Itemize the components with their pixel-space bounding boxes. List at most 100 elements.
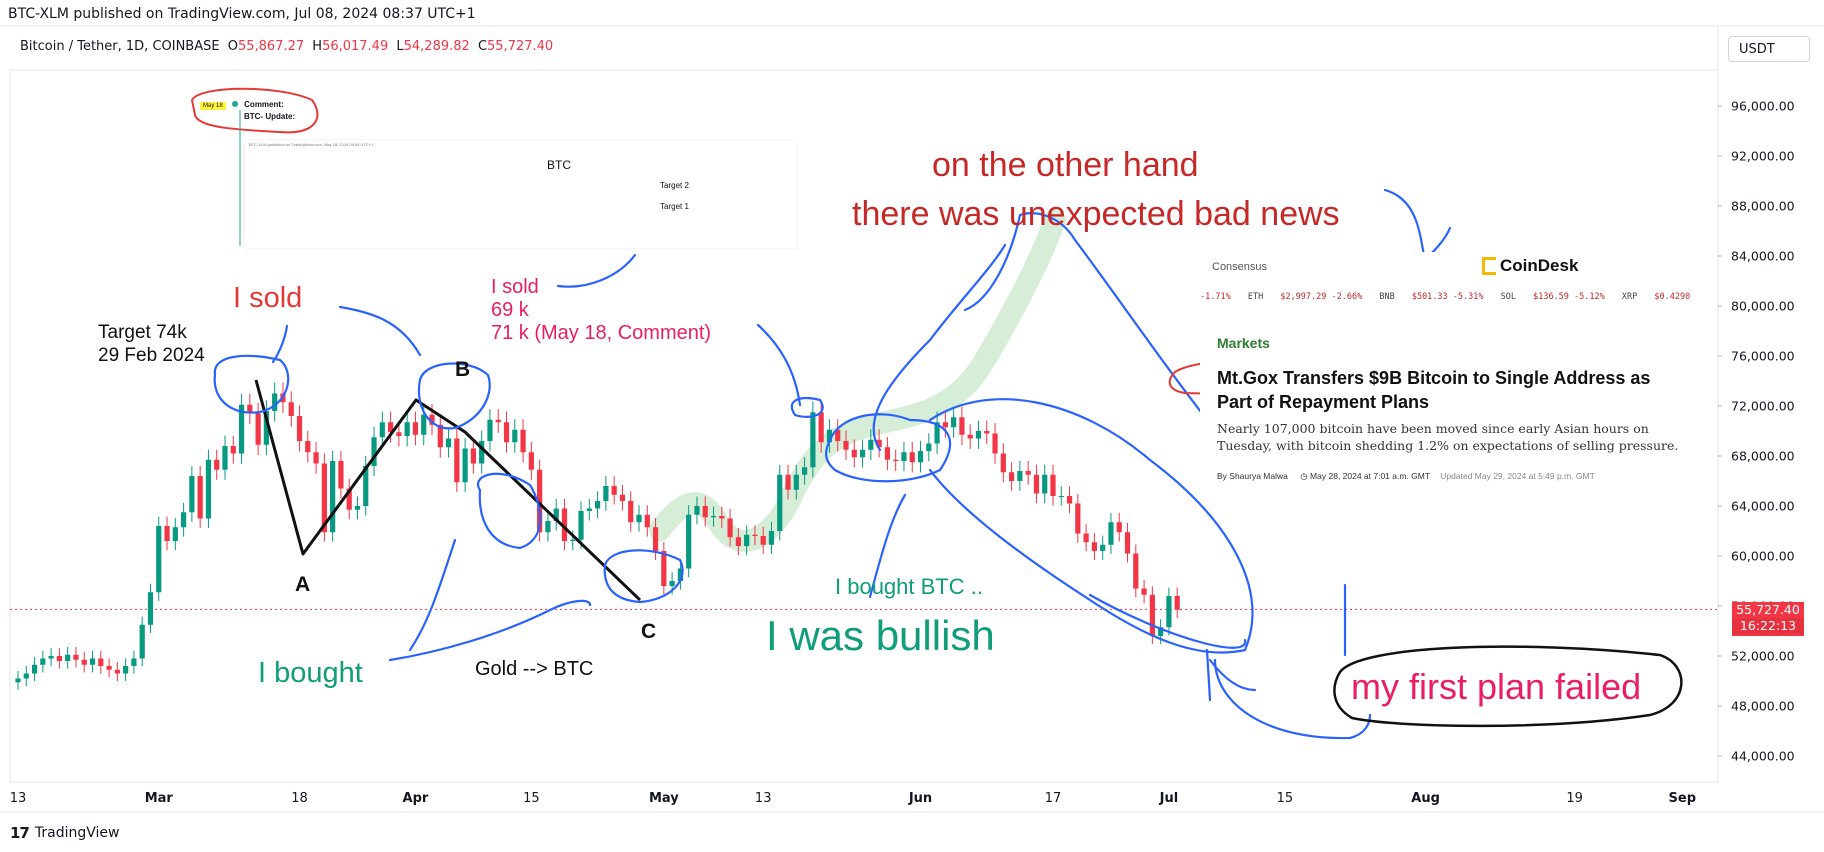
candle-body <box>876 439 882 448</box>
candle-body <box>702 506 708 518</box>
candle-body <box>454 438 460 483</box>
x-tick-label: 15 <box>523 791 540 806</box>
candle-body <box>669 581 675 586</box>
candle-body <box>106 666 112 670</box>
freehand-annotation <box>417 362 491 430</box>
candle-body <box>1108 522 1114 545</box>
candle-body <box>98 658 104 666</box>
candle-body <box>1133 553 1139 589</box>
candle-body <box>164 526 170 541</box>
may-badge: May 18 <box>200 102 226 110</box>
candle-body <box>735 537 741 546</box>
y-tick-label: 88,000.00 <box>1731 199 1795 214</box>
candle-body <box>652 527 659 551</box>
low-value: 54,289.82 <box>403 39 470 54</box>
dot-icon <box>231 101 238 107</box>
note-other-hand: on the other hand <box>932 146 1199 184</box>
published-date: May 28, 2024 at 7:01 a.m. GMT <box>1310 471 1430 481</box>
candle-body <box>1042 474 1048 494</box>
candle-body <box>114 669 120 674</box>
candle-body <box>1174 596 1180 610</box>
tradingview-brand[interactable]: 17 TradingView <box>10 824 119 842</box>
candle-body <box>379 422 385 438</box>
freehand-annotation <box>603 549 684 604</box>
freehand-annotation <box>388 599 592 662</box>
note-line: I sold <box>491 276 539 298</box>
candle-body <box>338 461 344 489</box>
candle-body <box>520 429 526 453</box>
candle-body <box>785 474 791 490</box>
wave-point-c: C <box>641 620 657 643</box>
candle-body <box>719 516 725 519</box>
ticker-item: BNB <box>1379 292 1395 302</box>
candle-body <box>31 664 38 674</box>
mini-target-2: Target 2 <box>660 181 689 190</box>
candle-body <box>421 414 427 435</box>
candle-body <box>934 422 940 444</box>
candle-body <box>893 459 899 461</box>
freehand-annotation <box>1383 188 1452 263</box>
candle-body <box>1017 471 1023 481</box>
candle-body <box>330 461 336 533</box>
y-tick-label: 72,000.00 <box>1731 399 1795 414</box>
candle-body <box>263 411 269 445</box>
candle-body <box>793 474 799 490</box>
candle-body <box>222 446 228 470</box>
candle-body <box>230 446 236 454</box>
candle-body <box>1025 471 1031 475</box>
candle-body <box>247 404 253 414</box>
freehand-annotation <box>1205 648 1212 702</box>
freehand-annotation <box>1213 658 1372 740</box>
candle-body <box>561 508 568 541</box>
x-tick-label: Aug <box>1411 791 1440 806</box>
candle-body <box>926 443 932 451</box>
y-tick-label: 84,000.00 <box>1731 249 1795 264</box>
candle-body <box>1100 544 1106 551</box>
candle-body <box>677 568 683 581</box>
candle-body <box>826 429 833 443</box>
high-label: H <box>312 39 323 54</box>
note-first-plan-failed: my first plan failed <box>1351 666 1642 707</box>
news-summary: Nearly 107,000 bitcoin have been moved s… <box>1217 421 1679 453</box>
candle-body <box>661 551 667 586</box>
freehand-annotation <box>868 493 907 599</box>
candle-body <box>917 451 924 463</box>
rally-highlight <box>649 209 1066 552</box>
candle-body <box>859 449 866 458</box>
news-headline: Mt.Gox Transfers $9B Bitcoin to Single A… <box>1217 368 1651 412</box>
candle-body <box>1124 532 1131 554</box>
y-tick-label: 92,000.00 <box>1731 149 1795 164</box>
candle-body <box>909 452 915 463</box>
candle-body <box>81 659 87 665</box>
low-label: L <box>396 39 404 54</box>
candle-body <box>89 658 96 665</box>
candle-body <box>851 449 857 458</box>
freehand-annotation <box>872 243 1007 452</box>
ticker-item: -1.71% <box>1200 292 1231 302</box>
note-i-bought: I bought <box>258 657 363 689</box>
candle-body <box>636 514 642 523</box>
tradingview-logo-icon: 17 <box>10 824 30 842</box>
x-tick-label: 13 <box>10 791 27 806</box>
mini-chart-title: BTC <box>547 158 571 172</box>
open-value: 55,867.27 <box>237 39 305 54</box>
ohlc-legend: Bitcoin / Tether, 1D, COINBASE O55,867.2… <box>20 39 553 54</box>
y-tick-label: 80,000.00 <box>1731 299 1795 314</box>
currency-button[interactable]: USDT <box>1728 36 1810 62</box>
freehand-annotation <box>213 354 290 414</box>
candle-body <box>611 486 617 495</box>
candle-body <box>48 656 54 659</box>
candle-body <box>23 673 29 679</box>
candle-body <box>412 422 419 435</box>
note-i-sold-69k: I sold 69 k 71 k (May 18, Comment) <box>491 276 711 345</box>
wave-point-b: B <box>455 358 471 381</box>
published-line: BTC-XLM published on TradingView.com, Ju… <box>8 6 476 22</box>
candle-body <box>603 486 609 501</box>
ticker-item: $136.59 -5.12% <box>1533 292 1605 302</box>
candle-body <box>710 516 717 518</box>
y-tick-label: 44,000.00 <box>1731 749 1795 764</box>
news-byline: By Shaurya Malwa ◷ May 28, 2024 at 7:01 … <box>1217 471 1595 482</box>
updated-date: Updated May 29, 2024 at 5:49 p.m. GMT <box>1440 471 1595 481</box>
note-target-date: 29 Feb 2024 <box>98 345 205 366</box>
